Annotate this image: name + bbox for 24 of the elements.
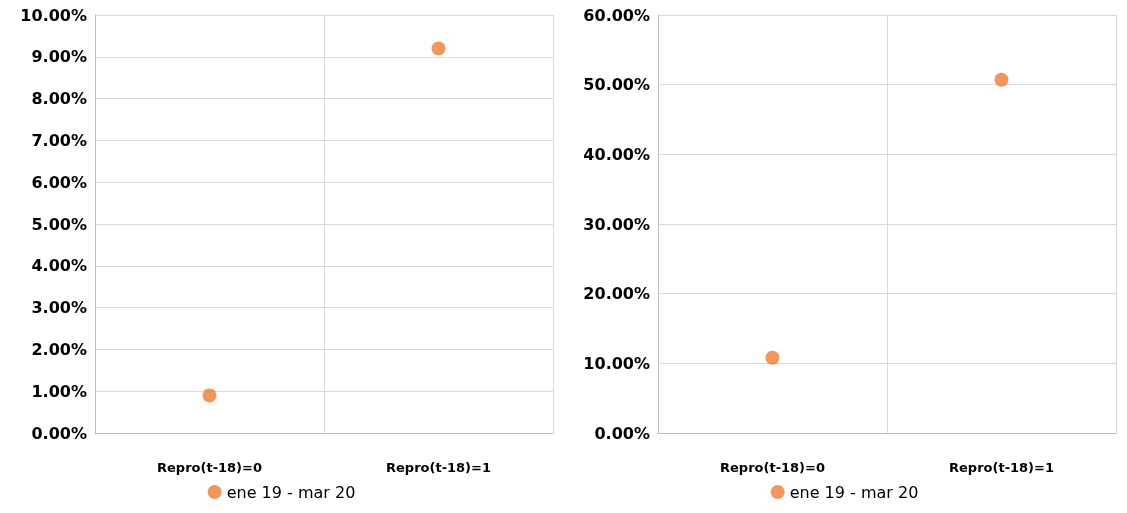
y-tick-label: 0.00% [594, 423, 650, 443]
y-tick-label: 10.00% [20, 5, 87, 25]
y-tick-label: 40.00% [583, 144, 650, 164]
y-tick-label: 60.00% [583, 5, 650, 25]
x-tick-label: Repro(t-18)=0 [720, 460, 825, 475]
y-tick-label: 20.00% [583, 284, 650, 304]
y-tick-label: 4.00% [31, 256, 87, 276]
y-tick-label: 2.00% [31, 339, 87, 359]
y-tick-label: 7.00% [31, 130, 87, 150]
y-tick-label: 0.00% [31, 423, 87, 443]
x-tick-label: Repro(t-18)=1 [386, 460, 491, 475]
y-tick-label: 10.00% [583, 353, 650, 373]
legend-label: ene 19 - mar 20 [789, 482, 919, 502]
y-tick-label: 1.00% [31, 381, 87, 401]
y-tick-label: 6.00% [31, 172, 87, 192]
legend-label: ene 19 - mar 20 [226, 482, 356, 502]
x-tick-label: Repro(t-18)=0 [157, 460, 262, 475]
x-tick-label: Repro(t-18)=1 [949, 460, 1054, 475]
y-tick-label: 9.00% [31, 47, 87, 67]
y-tick-label: 50.00% [583, 75, 650, 95]
y-tick-label: 30.00% [583, 214, 650, 234]
y-tick-label: 3.00% [31, 298, 87, 318]
y-tick-label: 5.00% [31, 214, 87, 234]
y-tick-label: 8.00% [31, 89, 87, 109]
